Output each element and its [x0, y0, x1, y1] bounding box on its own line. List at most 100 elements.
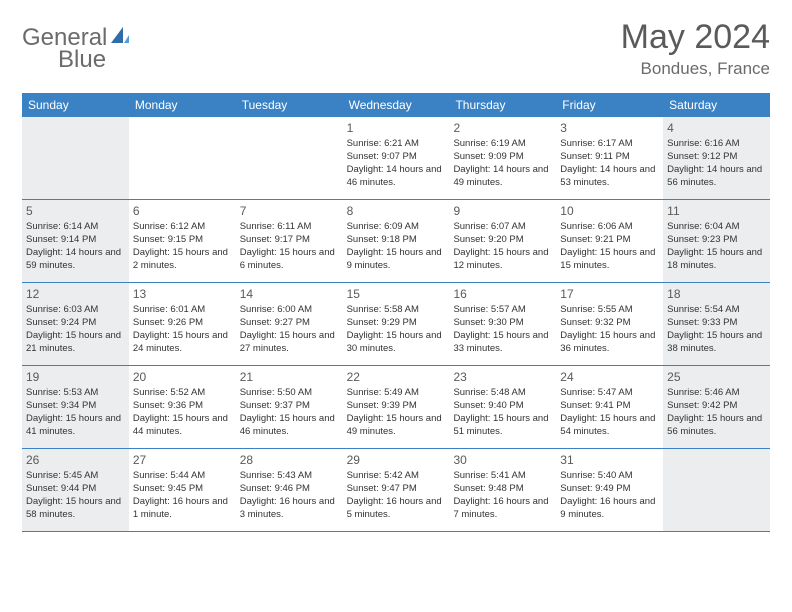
daylight-text: Daylight: 15 hours and 2 minutes. — [133, 247, 232, 273]
logo-text-b: Blue — [58, 46, 131, 74]
day-number: 30 — [453, 452, 552, 468]
sunset-text: Sunset: 9:44 PM — [26, 483, 125, 496]
day-header: Friday — [556, 93, 663, 117]
header: GeneralBlue May 2024 Bondues, France — [22, 18, 770, 79]
day-cell: 25Sunrise: 5:46 AMSunset: 9:42 PMDayligh… — [663, 366, 770, 448]
day-number: 8 — [347, 203, 446, 219]
day-number: 10 — [560, 203, 659, 219]
sunset-text: Sunset: 9:37 PM — [240, 400, 339, 413]
day-cell: 24Sunrise: 5:47 AMSunset: 9:41 PMDayligh… — [556, 366, 663, 448]
day-number: 31 — [560, 452, 659, 468]
sunrise-text: Sunrise: 5:42 AM — [347, 470, 446, 483]
daylight-text: Daylight: 14 hours and 49 minutes. — [453, 164, 552, 190]
day-header: Thursday — [449, 93, 556, 117]
sunrise-text: Sunrise: 6:17 AM — [560, 138, 659, 151]
daylight-text: Daylight: 15 hours and 27 minutes. — [240, 330, 339, 356]
day-number: 9 — [453, 203, 552, 219]
day-number: 17 — [560, 286, 659, 302]
day-cell: 28Sunrise: 5:43 AMSunset: 9:46 PMDayligh… — [236, 449, 343, 531]
sunrise-text: Sunrise: 6:01 AM — [133, 304, 232, 317]
day-cell: 29Sunrise: 5:42 AMSunset: 9:47 PMDayligh… — [343, 449, 450, 531]
sunset-text: Sunset: 9:48 PM — [453, 483, 552, 496]
day-number: 19 — [26, 369, 125, 385]
sunrise-text: Sunrise: 6:21 AM — [347, 138, 446, 151]
day-cell — [663, 449, 770, 531]
day-number: 1 — [347, 120, 446, 136]
daylight-text: Daylight: 15 hours and 9 minutes. — [347, 247, 446, 273]
sunrise-text: Sunrise: 5:53 AM — [26, 387, 125, 400]
daylight-text: Daylight: 15 hours and 46 minutes. — [240, 413, 339, 439]
day-number: 18 — [667, 286, 766, 302]
day-cell: 11Sunrise: 6:04 AMSunset: 9:23 PMDayligh… — [663, 200, 770, 282]
sunrise-text: Sunrise: 5:43 AM — [240, 470, 339, 483]
daylight-text: Daylight: 15 hours and 44 minutes. — [133, 413, 232, 439]
sunset-text: Sunset: 9:29 PM — [347, 317, 446, 330]
sunset-text: Sunset: 9:39 PM — [347, 400, 446, 413]
daylight-text: Daylight: 16 hours and 5 minutes. — [347, 496, 446, 522]
day-number: 11 — [667, 203, 766, 219]
sunset-text: Sunset: 9:23 PM — [667, 234, 766, 247]
day-header: Saturday — [663, 93, 770, 117]
day-cell: 3 Sunrise: 6:17 AMSunset: 9:11 PMDaylight… — [556, 117, 663, 199]
day-number: 21 — [240, 369, 339, 385]
day-cell: 4Sunrise: 6:16 AMSunset: 9:12 PMDaylight… — [663, 117, 770, 199]
daylight-text: Daylight: 15 hours and 15 minutes. — [560, 247, 659, 273]
sunrise-text: Sunrise: 5:49 AM — [347, 387, 446, 400]
daylight-text: Daylight: 15 hours and 51 minutes. — [453, 413, 552, 439]
sunrise-text: Sunrise: 5:46 AM — [667, 387, 766, 400]
daylight-text: Daylight: 16 hours and 1 minute. — [133, 496, 232, 522]
daylight-text: Daylight: 15 hours and 6 minutes. — [240, 247, 339, 273]
day-cell: 17Sunrise: 5:55 AMSunset: 9:32 PMDayligh… — [556, 283, 663, 365]
day-cell: 1Sunrise: 6:21 AMSunset: 9:07 PMDaylight… — [343, 117, 450, 199]
sunset-text: Sunset: 9:12 PM — [667, 151, 766, 164]
day-number: 24 — [560, 369, 659, 385]
sunrise-text: Sunrise: 5:45 AM — [26, 470, 125, 483]
sunset-text: Sunset: 9:18 PM — [347, 234, 446, 247]
sunrise-text: Sunrise: 6:00 AM — [240, 304, 339, 317]
day-number: 28 — [240, 452, 339, 468]
daylight-text: Daylight: 16 hours and 9 minutes. — [560, 496, 659, 522]
daylight-text: Daylight: 14 hours and 56 minutes. — [667, 164, 766, 190]
daylight-text: Daylight: 15 hours and 49 minutes. — [347, 413, 446, 439]
sunset-text: Sunset: 9:32 PM — [560, 317, 659, 330]
sunrise-text: Sunrise: 6:14 AM — [26, 221, 125, 234]
title-block: May 2024 Bondues, France — [621, 18, 770, 79]
day-cell: 7Sunrise: 6:11 AMSunset: 9:17 PMDaylight… — [236, 200, 343, 282]
sunset-text: Sunset: 9:27 PM — [240, 317, 339, 330]
day-number: 4 — [667, 120, 766, 136]
sunset-text: Sunset: 9:36 PM — [133, 400, 232, 413]
sunrise-text: Sunrise: 5:47 AM — [560, 387, 659, 400]
sunset-text: Sunset: 9:46 PM — [240, 483, 339, 496]
sunrise-text: Sunrise: 6:09 AM — [347, 221, 446, 234]
day-number: 3 — [560, 120, 659, 136]
daylight-text: Daylight: 14 hours and 46 minutes. — [347, 164, 446, 190]
sunrise-text: Sunrise: 5:57 AM — [453, 304, 552, 317]
daylight-text: Daylight: 15 hours and 21 minutes. — [26, 330, 125, 356]
sunset-text: Sunset: 9:49 PM — [560, 483, 659, 496]
daylight-text: Daylight: 15 hours and 12 minutes. — [453, 247, 552, 273]
day-number: 6 — [133, 203, 232, 219]
sunset-text: Sunset: 9:11 PM — [560, 151, 659, 164]
sunrise-text: Sunrise: 5:48 AM — [453, 387, 552, 400]
day-headers-row: SundayMondayTuesdayWednesdayThursdayFrid… — [22, 93, 770, 117]
day-header: Wednesday — [343, 93, 450, 117]
week-row: 5Sunrise: 6:14 AMSunset: 9:14 PMDaylight… — [22, 200, 770, 283]
sunrise-text: Sunrise: 5:55 AM — [560, 304, 659, 317]
day-number: 27 — [133, 452, 232, 468]
sunrise-text: Sunrise: 6:19 AM — [453, 138, 552, 151]
sunrise-text: Sunrise: 6:03 AM — [26, 304, 125, 317]
day-cell: 16Sunrise: 5:57 AMSunset: 9:30 PMDayligh… — [449, 283, 556, 365]
day-number: 13 — [133, 286, 232, 302]
day-cell: 12Sunrise: 6:03 AMSunset: 9:24 PMDayligh… — [22, 283, 129, 365]
sunrise-text: Sunrise: 6:04 AM — [667, 221, 766, 234]
daylight-text: Daylight: 15 hours and 30 minutes. — [347, 330, 446, 356]
daylight-text: Daylight: 15 hours and 58 minutes. — [26, 496, 125, 522]
day-cell: 20Sunrise: 5:52 AMSunset: 9:36 PMDayligh… — [129, 366, 236, 448]
daylight-text: Daylight: 15 hours and 38 minutes. — [667, 330, 766, 356]
week-row: 19Sunrise: 5:53 AMSunset: 9:34 PMDayligh… — [22, 366, 770, 449]
day-header: Monday — [129, 93, 236, 117]
day-cell: 21Sunrise: 5:50 AMSunset: 9:37 PMDayligh… — [236, 366, 343, 448]
sunrise-text: Sunrise: 5:41 AM — [453, 470, 552, 483]
day-cell: 23Sunrise: 5:48 AMSunset: 9:40 PMDayligh… — [449, 366, 556, 448]
daylight-text: Daylight: 14 hours and 53 minutes. — [560, 164, 659, 190]
